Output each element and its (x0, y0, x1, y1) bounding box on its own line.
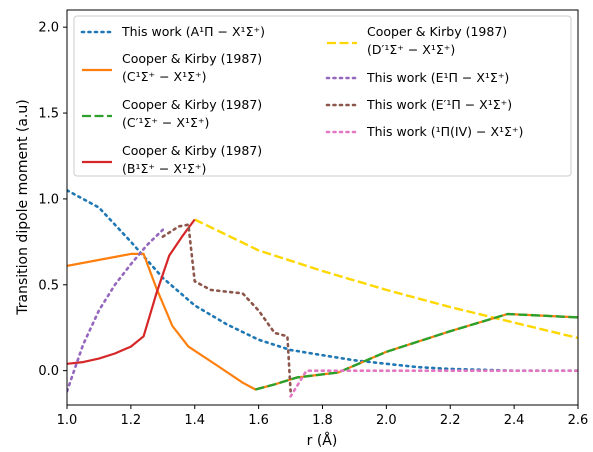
series-line-Ep (161, 223, 292, 393)
legend-label-C: (C¹Σ⁺ − X¹Σ⁺) (122, 69, 206, 84)
x-tick-label: 2.0 (376, 413, 397, 428)
x-tick-label: 1.4 (184, 413, 205, 428)
series-layer (67, 189, 578, 398)
legend-label-B: (B¹Σ⁺ − X¹Σ⁺) (122, 161, 206, 176)
x-tick-label: 1.0 (57, 413, 78, 428)
legend: This work (A¹Π − X¹Σ⁺) Cooper & Kirby (19… (73, 15, 572, 177)
legend-box (73, 15, 572, 177)
legend-label-IV: This work (¹Π(IV) − X¹Σ⁺) (366, 124, 523, 139)
legend-label-A: This work (A¹Π − X¹Σ⁺) (121, 24, 265, 39)
x-axis-label: r (Å) (307, 432, 338, 449)
x-tick-label: 2.6 (568, 413, 589, 428)
y-axis: 0.0 0.5 1.0 1.5 2.0 (38, 21, 67, 379)
legend-label-D: (D′¹Σ⁺ − X¹Σ⁺) (367, 42, 455, 57)
y-tick-label: 0.5 (38, 278, 59, 293)
legend-label-Cp: (C′¹Σ⁺ − X¹Σ⁺) (122, 115, 209, 130)
x-axis: 1.0 1.2 1.4 1.6 1.8 2.0 2.2 2.4 2.6 (57, 405, 589, 428)
legend-label-Ep: This work (E′¹Π − X¹Σ⁺) (366, 97, 512, 112)
x-tick-label: 1.6 (248, 413, 269, 428)
series-line-B (67, 218, 196, 365)
y-tick-label: 2.0 (38, 21, 59, 36)
legend-label-B: Cooper & Kirby (1987) (122, 143, 262, 158)
y-tick-label: 1.5 (38, 107, 59, 122)
y-tick-label: 0.0 (38, 364, 59, 379)
y-axis-label: Transition dipole moment (a.u) (15, 99, 31, 315)
x-tick-label: 1.2 (121, 413, 142, 428)
legend-label-Cp: Cooper & Kirby (1987) (122, 97, 262, 112)
x-tick-label: 2.4 (504, 413, 525, 428)
legend-label-C: Cooper & Kirby (1987) (122, 51, 262, 66)
y-tick-label: 1.0 (38, 192, 59, 207)
series-line-E (67, 228, 165, 393)
x-tick-label: 1.8 (312, 413, 333, 428)
series-line-D (194, 218, 578, 340)
legend-label-E: This work (E¹Π − X¹Σ⁺) (366, 70, 509, 85)
x-tick-label: 2.2 (440, 413, 461, 428)
series-line-Cp (255, 312, 578, 391)
legend-label-D: Cooper & Kirby (1987) (367, 24, 507, 39)
series-line-IV (289, 369, 578, 398)
